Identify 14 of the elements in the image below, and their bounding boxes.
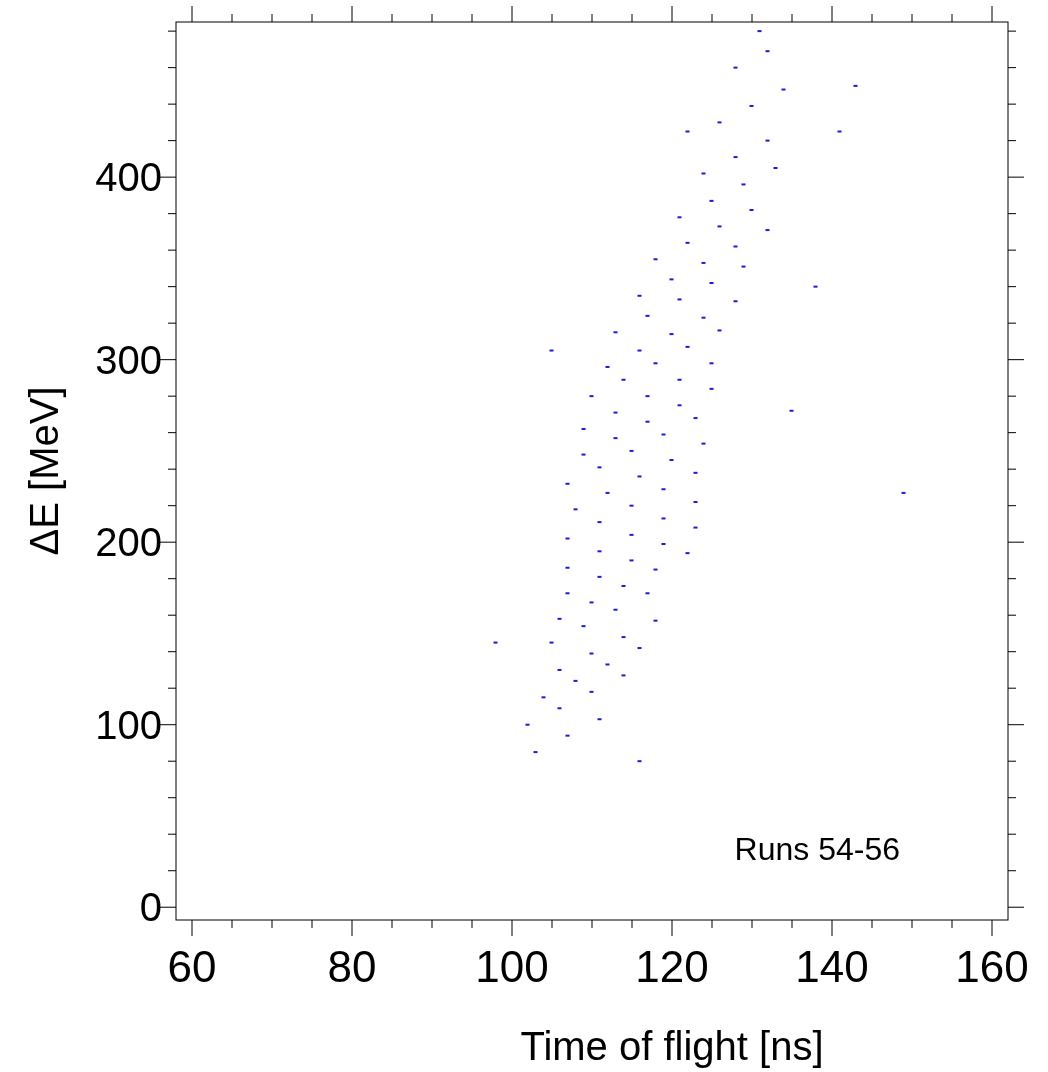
x-tick-label: 160 [955, 942, 1029, 991]
y-axis-title: ΔE [MeV] [22, 386, 66, 556]
x-tick-label: 100 [475, 942, 549, 991]
y-tick-label: 300 [95, 337, 162, 382]
y-tick-label: 0 [139, 885, 162, 930]
x-tick-label: 140 [795, 942, 869, 991]
x-tick-label: 120 [635, 942, 709, 991]
y-tick-label: 200 [95, 520, 162, 565]
annotation: Runs 54-56 [734, 831, 900, 867]
y-tick-label: 100 [95, 702, 162, 747]
x-tick-label: 60 [167, 942, 217, 991]
x-tick-label: 80 [327, 942, 377, 991]
x-axis-title: Time of flight [ns] [520, 1024, 824, 1068]
y-tick-label: 400 [95, 155, 162, 200]
